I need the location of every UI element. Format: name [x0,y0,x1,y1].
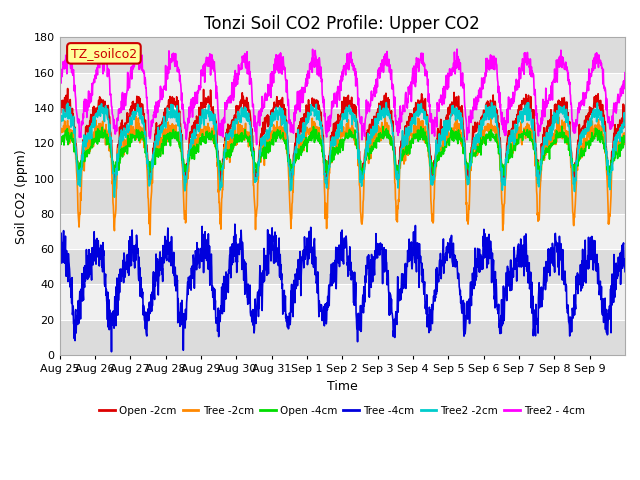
X-axis label: Time: Time [327,380,358,393]
Bar [60,249,625,285]
Bar [60,37,625,72]
Text: TZ_soilco2: TZ_soilco2 [71,47,137,60]
Bar [60,179,625,214]
Bar [60,108,625,143]
Legend: Open -2cm, Tree -2cm, Open -4cm, Tree -4cm, Tree2 -2cm, Tree2 - 4cm: Open -2cm, Tree -2cm, Open -4cm, Tree -4… [95,401,589,420]
Y-axis label: Soil CO2 (ppm): Soil CO2 (ppm) [15,149,28,243]
Title: Tonzi Soil CO2 Profile: Upper CO2: Tonzi Soil CO2 Profile: Upper CO2 [204,15,480,33]
Bar [60,320,625,355]
